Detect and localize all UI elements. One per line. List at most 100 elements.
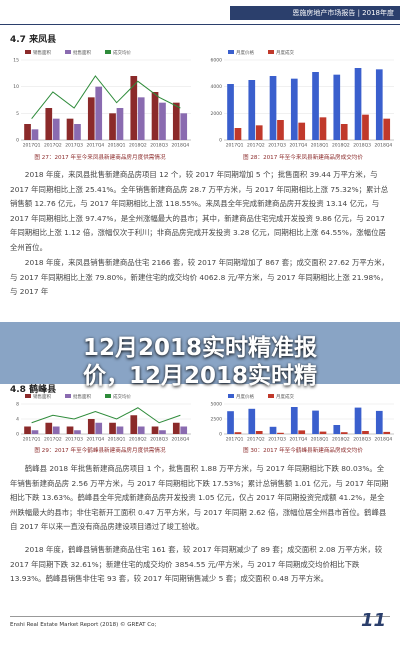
bar bbox=[159, 430, 166, 434]
x-tick-label: 2017Q4 bbox=[289, 143, 307, 149]
bar bbox=[290, 78, 298, 140]
x-tick-label: 2017Q1 bbox=[226, 143, 244, 149]
y-tick-label: 0 bbox=[219, 432, 222, 438]
x-tick-label: 2017Q3 bbox=[268, 143, 286, 149]
header: 恩施房地产市场报告 | 2018年度 bbox=[230, 6, 400, 20]
bar bbox=[52, 118, 60, 140]
bar bbox=[375, 410, 383, 434]
bar bbox=[333, 74, 341, 140]
bar bbox=[298, 430, 306, 434]
bar bbox=[227, 84, 234, 140]
bar bbox=[383, 431, 391, 434]
bar bbox=[312, 72, 319, 140]
paragraph: 2018 年度，来凤县批售新建商品房项目 12 个，较 2017 年同期增加 5… bbox=[10, 170, 389, 252]
legend-label: 成交均价 bbox=[113, 393, 131, 400]
bar bbox=[180, 426, 188, 434]
paragraph: 鹤峰县 2018 年批售新建商品房项目 1 个，批售面积 1.88 万平方米，与… bbox=[10, 464, 389, 532]
bar bbox=[269, 76, 277, 140]
bar bbox=[248, 80, 256, 140]
x-tick-label: 2018Q3 bbox=[353, 437, 371, 443]
y-tick-label: 5 bbox=[16, 111, 19, 117]
header-title: 恩施房地产市场报告 bbox=[292, 9, 356, 17]
bar bbox=[269, 426, 277, 434]
x-tick-label: 2017Q4 bbox=[86, 437, 104, 443]
x-tick-label: 2018Q2 bbox=[332, 437, 350, 443]
paragraph: 2018 年度，鹤峰县销售新建商品住宅 161 套，较 2017 年同期减少了 … bbox=[10, 545, 383, 584]
legend-swatch bbox=[268, 50, 274, 54]
legend-swatch bbox=[228, 50, 234, 54]
caption: 图 27：2017 年至今来凤县新建商品房月度供需情况 bbox=[34, 155, 166, 161]
paragraph: 2018 年度，来凤县销售新建商品住宅 2166 套，较 2017 年同期增加了… bbox=[10, 258, 389, 297]
x-tick-label: 2018Q1 bbox=[108, 143, 126, 149]
y-tick-label: 0 bbox=[16, 432, 19, 438]
bar bbox=[362, 431, 369, 434]
y-tick-label: 5000 bbox=[211, 402, 223, 408]
legend-label: 销售面积 bbox=[33, 49, 51, 56]
bar bbox=[159, 102, 166, 140]
legend-swatch bbox=[25, 50, 31, 54]
x-tick-label: 2017Q4 bbox=[289, 437, 307, 443]
bar bbox=[151, 92, 159, 140]
x-tick-label: 2018Q3 bbox=[353, 143, 371, 149]
x-tick-label: 2017Q2 bbox=[247, 437, 265, 443]
bar bbox=[87, 97, 95, 140]
bar bbox=[362, 114, 369, 140]
x-tick-label: 2018Q2 bbox=[332, 143, 350, 149]
x-tick-label: 2018Q1 bbox=[311, 143, 329, 149]
legend-label: 销售面积 bbox=[33, 393, 51, 400]
legend-swatch bbox=[105, 50, 111, 54]
bar bbox=[116, 426, 124, 434]
x-tick-label: 2018Q4 bbox=[171, 437, 189, 443]
x-tick-label: 2018Q2 bbox=[129, 437, 147, 443]
bar bbox=[319, 117, 327, 140]
x-tick-label: 2017Q3 bbox=[65, 143, 83, 149]
y-tick-label: 4 bbox=[16, 417, 19, 423]
bar bbox=[45, 108, 53, 140]
bar bbox=[74, 430, 81, 434]
bar bbox=[137, 97, 145, 140]
bar bbox=[340, 432, 348, 434]
legend-label: 月度成交 bbox=[276, 393, 294, 400]
y-tick-label: 0 bbox=[219, 138, 222, 144]
y-tick-label: 15 bbox=[13, 58, 19, 64]
bar bbox=[354, 68, 362, 140]
bar bbox=[66, 426, 74, 434]
bar bbox=[255, 125, 263, 140]
bar bbox=[312, 410, 319, 434]
bar bbox=[31, 430, 39, 434]
legend-swatch bbox=[268, 394, 274, 398]
bar bbox=[383, 118, 391, 140]
bar bbox=[290, 407, 298, 434]
legend-label: 成交均价 bbox=[113, 49, 131, 56]
bar bbox=[234, 432, 242, 434]
bar bbox=[95, 86, 103, 140]
caption: 图 29：2017 年至今鹤峰县新建商品房月度供需情况 bbox=[34, 448, 166, 454]
bar bbox=[298, 122, 306, 140]
x-tick-label: 2017Q2 bbox=[44, 437, 62, 443]
x-tick-label: 2018Q4 bbox=[374, 437, 392, 443]
overlay-text: 12月2018实时精准报 bbox=[82, 335, 318, 361]
x-tick-label: 2018Q4 bbox=[374, 143, 392, 149]
bar bbox=[172, 102, 180, 140]
x-tick-label: 2017Q4 bbox=[86, 143, 104, 149]
y-tick-label: 8 bbox=[16, 402, 19, 408]
bar bbox=[277, 432, 284, 434]
bar bbox=[333, 425, 341, 434]
legend-label: 月度成交 bbox=[276, 49, 294, 56]
bar bbox=[130, 415, 138, 434]
bar bbox=[116, 108, 124, 140]
bar bbox=[137, 426, 145, 434]
bar bbox=[255, 431, 263, 434]
y-tick-label: 4000 bbox=[211, 84, 223, 90]
y-tick-label: 10 bbox=[13, 84, 19, 90]
line bbox=[31, 407, 181, 424]
caption: 图 30：2017 年至今鹤峰县新建商品房成交均价 bbox=[242, 448, 363, 454]
x-tick-label: 2017Q3 bbox=[268, 437, 286, 443]
bar bbox=[319, 431, 327, 434]
bar bbox=[66, 118, 74, 140]
x-tick-label: 2018Q4 bbox=[171, 143, 189, 149]
